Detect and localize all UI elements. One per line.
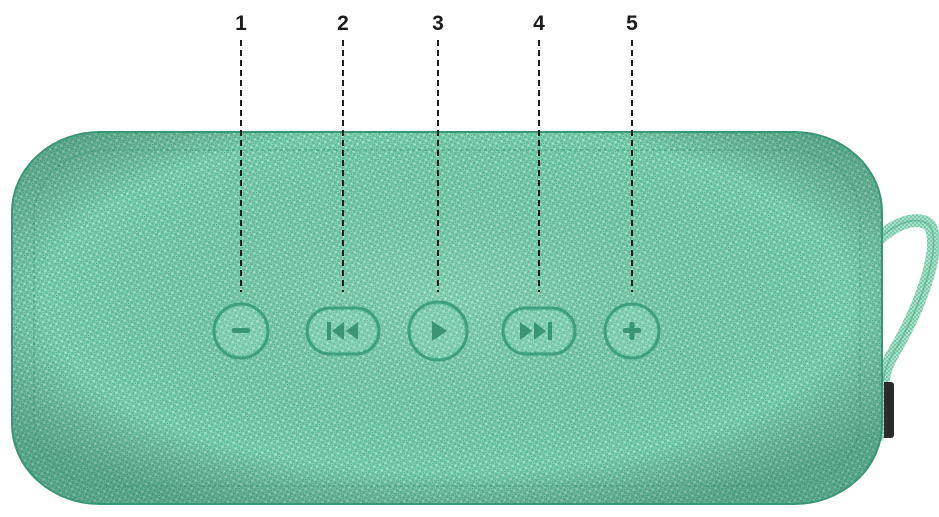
volume-down-button[interactable] <box>212 302 270 360</box>
callout-number-3: 3 <box>432 12 444 35</box>
callout-number-2: 2 <box>337 12 349 35</box>
callout-leaders <box>240 40 633 292</box>
next-track-button[interactable] <box>501 306 577 356</box>
callout-labels: 1 2 3 4 5 <box>235 12 638 35</box>
carry-strap <box>855 214 939 407</box>
previous-track-button[interactable] <box>305 306 381 356</box>
previous-track-icon <box>327 322 358 340</box>
control-buttons <box>212 300 661 362</box>
callout-number-1: 1 <box>235 12 247 35</box>
play-pause-button[interactable] <box>407 300 469 362</box>
next-track-icon <box>520 322 552 340</box>
callout-number-5: 5 <box>626 12 638 35</box>
volume-up-button[interactable] <box>603 302 661 360</box>
minus-icon <box>232 328 250 333</box>
plus-icon <box>623 322 641 340</box>
play-pause-icon <box>432 321 447 341</box>
callout-number-4: 4 <box>533 12 545 35</box>
